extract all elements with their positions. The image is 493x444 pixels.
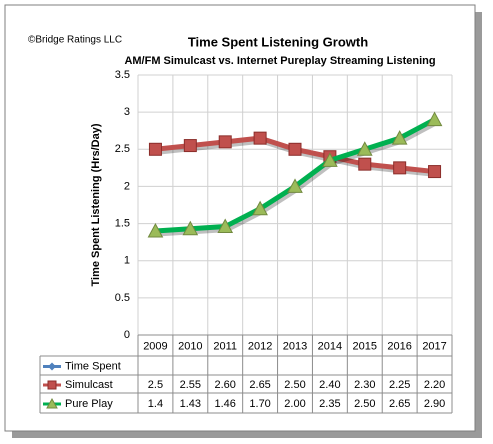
table-value: 2.35 [319, 398, 340, 410]
marker [287, 178, 303, 193]
table-value: 1.4 [148, 398, 163, 410]
table-value: 2.30 [354, 379, 375, 391]
legend-label: Time Spent [65, 360, 121, 372]
y-axis-label: Time Spent Listening (Hrs/Day) [90, 123, 102, 286]
marker [426, 111, 443, 127]
y-tick-label: 2 [124, 180, 130, 192]
x-tick-label: 2009 [143, 340, 167, 352]
marker [183, 139, 197, 153]
x-tick-label: 2011 [213, 340, 237, 352]
x-tick-label: 2017 [422, 340, 446, 352]
table-value: 2.50 [354, 398, 375, 410]
table-value: 1.43 [180, 398, 201, 410]
table-value: 2.60 [215, 379, 236, 391]
legend-label: Simulcast [65, 379, 113, 391]
marker [356, 141, 373, 156]
table-value: 2.5 [148, 379, 163, 391]
marker [147, 222, 164, 238]
table-value: 2.25 [389, 379, 410, 391]
table-value: 1.46 [215, 398, 236, 410]
table-value: 1.70 [249, 398, 270, 410]
table-value: 2.20 [424, 379, 445, 391]
y-tick-label: 3 [124, 106, 130, 118]
chart-title: Time Spent Listening Growth [188, 34, 368, 49]
table-value: 2.90 [424, 398, 445, 410]
marker [252, 200, 268, 216]
marker [288, 142, 302, 156]
marker [358, 157, 372, 171]
marker [46, 397, 58, 409]
table-value: 2.55 [180, 379, 201, 391]
credit: ©Bridge Ratings LLC [28, 35, 122, 46]
x-tick-label: 2010 [178, 340, 202, 352]
marker [428, 165, 442, 179]
y-tick-label: 3.5 [115, 69, 130, 81]
marker [391, 130, 408, 145]
y-tick-label: 1.5 [115, 217, 130, 229]
marker [218, 135, 232, 149]
marker [393, 161, 407, 175]
x-tick-label: 2013 [283, 340, 307, 352]
marker [253, 131, 267, 145]
marker [182, 220, 199, 236]
x-tick-label: 2015 [353, 340, 377, 352]
y-tick-label: 0 [124, 329, 130, 341]
x-tick-label: 2014 [318, 340, 342, 352]
x-tick-label: 2012 [248, 340, 272, 352]
marker [48, 362, 56, 371]
y-tick-label: 2.5 [115, 143, 130, 155]
y-tick-label: 0.5 [115, 292, 130, 304]
marker [148, 142, 162, 156]
legend-label: Pure Play [65, 398, 113, 410]
table-value: 2.65 [389, 398, 410, 410]
marker [47, 380, 57, 390]
x-tick-label: 2016 [387, 340, 411, 352]
y-tick-label: 1 [124, 255, 130, 267]
chart-subtitle: AM/FM Simulcast vs. Internet Pureplay St… [124, 55, 435, 67]
table-value: 2.40 [319, 379, 340, 391]
marker [322, 152, 338, 167]
marker [217, 218, 234, 234]
table-value: 2.00 [284, 398, 305, 410]
table-value: 2.65 [249, 379, 270, 391]
table-value: 2.50 [284, 379, 305, 391]
